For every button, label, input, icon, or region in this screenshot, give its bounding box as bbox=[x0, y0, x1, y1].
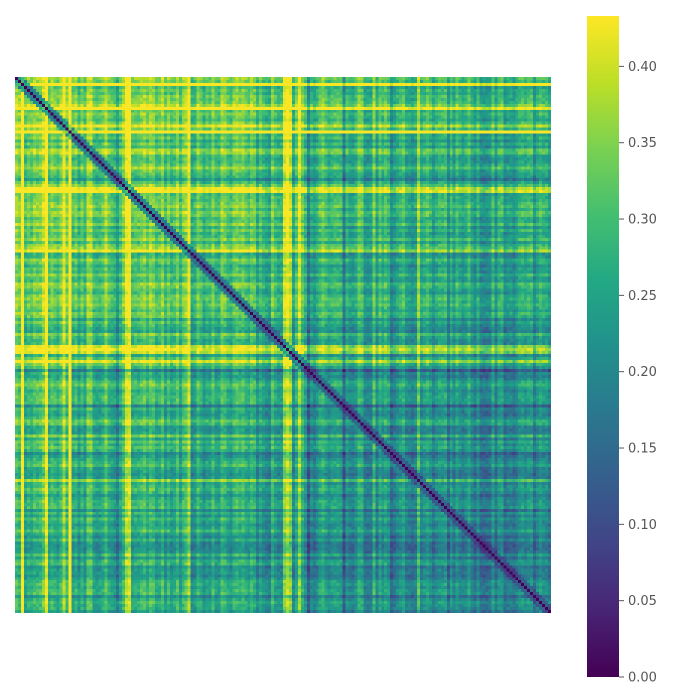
colorbar-tick-label: 0.05 bbox=[628, 594, 657, 609]
colorbar-tick-label: 0.10 bbox=[628, 518, 657, 533]
colorbar-tick-label: 0.25 bbox=[628, 289, 657, 304]
colorbar-tick-label: 0.00 bbox=[628, 671, 657, 686]
colorbar-tick-label: 0.35 bbox=[628, 136, 657, 151]
colorbar-tick-label: 0.30 bbox=[628, 213, 657, 228]
colorbar-gradient bbox=[587, 16, 619, 677]
colorbar-ticks: 0.00 0.05 0.10 0.15 0.20 0.25 0.30 0.35 0.40 bbox=[619, 60, 657, 686]
colorbar-tick-label: 0.15 bbox=[628, 442, 657, 457]
heatmap-matrix bbox=[15, 77, 551, 613]
colorbar-tick-label: 0.20 bbox=[628, 365, 657, 380]
heatmap bbox=[15, 77, 551, 613]
colorbar: 0.00 0.05 0.10 0.15 0.20 0.25 0.30 0.35 0.40 bbox=[587, 16, 657, 686]
colorbar-tick-label: 0.40 bbox=[628, 60, 657, 75]
